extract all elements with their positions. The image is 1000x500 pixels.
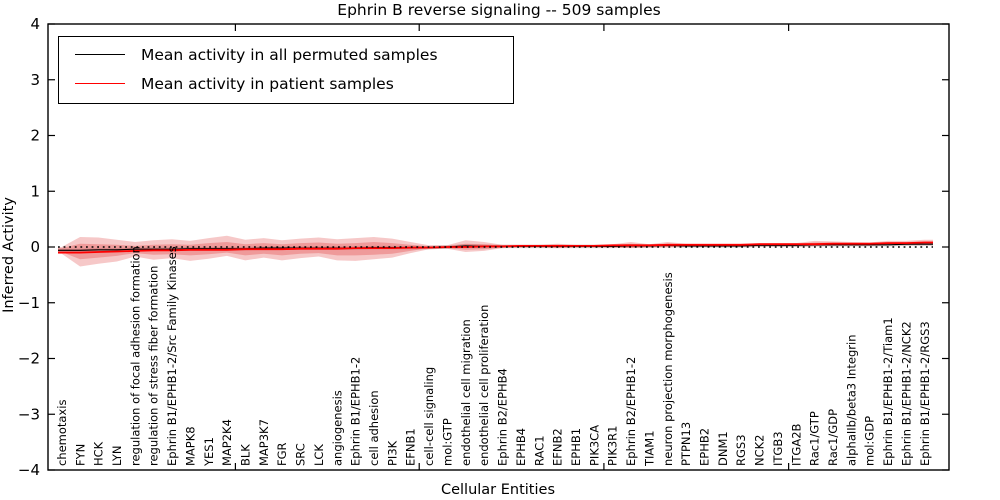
x-axis-category-label: Ephrin B1/EPHB1-2/Tiam1 [881, 317, 895, 466]
x-axis-category-label: RAC1 [532, 435, 546, 466]
x-axis-category-label: mol:GTP [441, 418, 455, 466]
x-axis-category-label: endothelial cell migration [459, 319, 473, 466]
y-axis-tick-label: 4 [30, 15, 40, 33]
x-axis-category-label: ITGA2B [789, 423, 803, 466]
legend: Mean activity in all permuted samples Me… [58, 36, 514, 104]
y-axis-tick-label: 2 [30, 127, 40, 145]
x-axis-category-label: neuron projection morphogenesis [661, 272, 675, 466]
x-axis-category-label: cell-cell signaling [422, 367, 436, 466]
y-axis-tick-label: 0 [30, 238, 40, 256]
x-axis-category-label: Ephrin B1/EPHB1-2/RGS3 [918, 321, 932, 466]
patient-line-swatch [75, 83, 125, 84]
y-axis-tick-label: −1 [18, 294, 40, 312]
x-axis-category-label: chemotaxis [55, 400, 69, 466]
x-axis-category-label: TIAM1 [642, 430, 656, 467]
x-axis-category-label: Ephrin B1/EPHB1-2/Src Family Kinases [165, 246, 179, 466]
legend-label-patient: Mean activity in patient samples [141, 74, 394, 93]
x-axis-category-label: DNM1 [716, 431, 730, 466]
x-axis-category-label: PIK3R1 [606, 426, 620, 467]
x-axis-category-label: LYN [110, 445, 124, 466]
y-axis-tick-label: −2 [18, 350, 40, 368]
permuted-line-swatch [75, 54, 125, 55]
y-axis-tick-label: −3 [18, 405, 40, 423]
y-axis-tick-label: 3 [30, 71, 40, 89]
x-axis-category-label: HCK [92, 441, 106, 466]
legend-item-patient: Mean activity in patient samples [75, 69, 499, 98]
x-axis-title: Cellular Entities [441, 482, 555, 498]
x-axis-category-label: EFNB1 [404, 428, 418, 466]
legend-item-permuted: Mean activity in all permuted samples [75, 40, 499, 69]
x-axis-category-label: FYN [73, 444, 87, 466]
axes-frame [47, 23, 950, 471]
x-axis-category-label: EPHB1 [569, 428, 583, 466]
x-axis-category-label: regulation of stress fiber formation [147, 266, 161, 466]
x-axis-category-label: Ephrin B2/EPHB1-2 [624, 357, 638, 466]
x-axis-category-label: cell adhesion [367, 390, 381, 466]
x-axis-category-label: SRC [294, 443, 308, 466]
x-axis-category-label: MAP3K7 [257, 419, 271, 466]
patient-activity-outer-band [58, 235, 933, 267]
x-axis-category-label: Ephrin B1/EPHB1-2/NCK2 [900, 321, 914, 466]
x-axis-category-label: MAPK8 [183, 426, 197, 466]
legend-label-permuted: Mean activity in all permuted samples [141, 45, 438, 64]
patient-mean-line [58, 241, 933, 254]
x-axis-category-label: PTPN13 [679, 422, 693, 466]
x-axis-category-label: ITGB3 [771, 431, 785, 466]
x-axis-category-label: angiogenesis [330, 390, 344, 466]
x-axis-category-label: RGS3 [734, 434, 748, 466]
x-axis-category-label: PIK3CA [587, 425, 601, 466]
x-axis-category-label: regulation of focal adhesion formation [128, 246, 142, 466]
x-axis-category-label: LCK [312, 444, 326, 466]
x-axis-category-label: NCK2 [753, 435, 767, 467]
x-axis-category-label: PI3K [385, 440, 399, 466]
x-axis-category-label: FGR [275, 442, 289, 466]
x-axis-category-label: MAP2K4 [220, 419, 234, 466]
x-axis-category-label: Ephrin B1/EPHB1-2 [349, 357, 363, 466]
x-axis-category-label: mol:GDP [863, 416, 877, 466]
x-axis-category-label: EFNB2 [551, 428, 565, 466]
x-axis-category-label: Rac1/GTP [808, 411, 822, 466]
x-axis-category-label: Ephrin B2/EPHB4 [496, 368, 510, 466]
x-axis-category-label: EPHB2 [698, 428, 712, 466]
y-axis-tick-label: 1 [30, 182, 40, 200]
y-axis-title: Inferred Activity [1, 197, 17, 313]
chart-title: Ephrin B reverse signaling -- 509 sample… [337, 1, 661, 19]
x-axis-category-label: endothelial cell proliferation [477, 305, 491, 466]
x-axis-category-label: YES1 [202, 437, 216, 467]
x-axis-category-label: EPHB4 [514, 428, 528, 466]
x-axis-category-label: alphaIIb/beta3 Integrin [844, 334, 858, 466]
x-axis-category-label: BLK [239, 444, 253, 466]
y-axis-tick-label: −4 [18, 461, 40, 479]
x-axis-category-label: Rac1/GDP [826, 409, 840, 466]
